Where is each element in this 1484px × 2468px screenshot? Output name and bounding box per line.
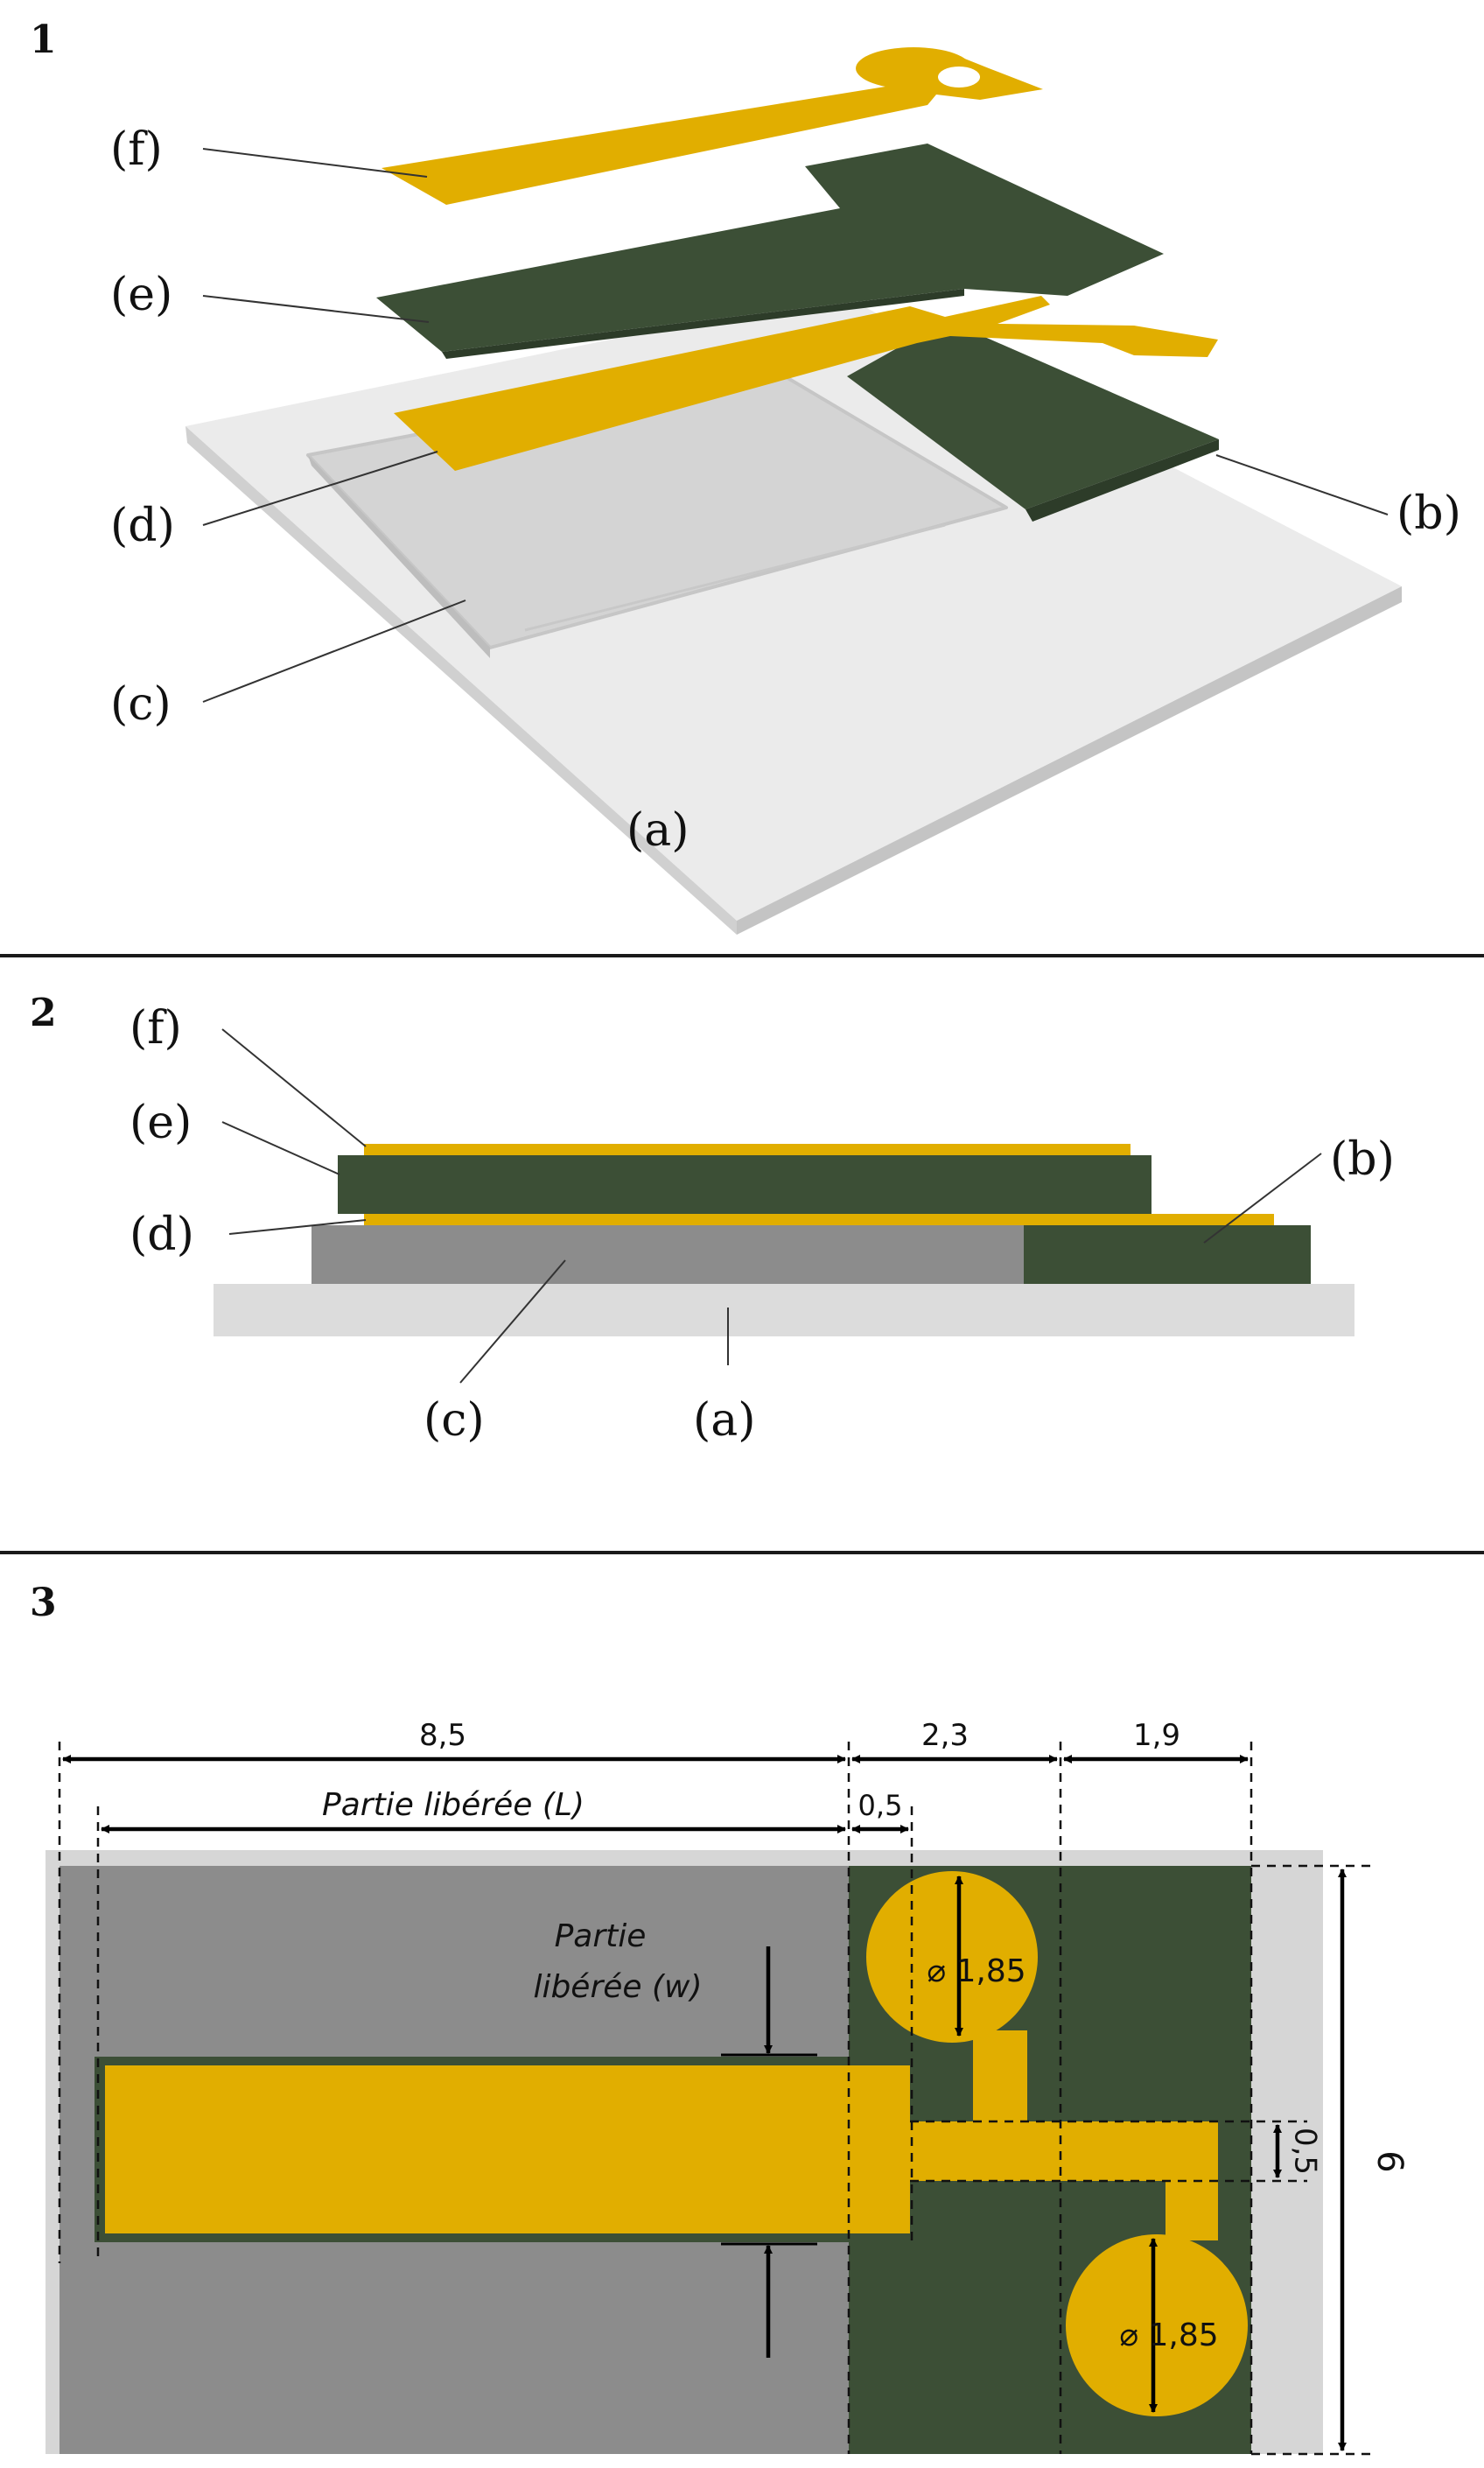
- electrode-f-section: [364, 1144, 1130, 1155]
- dim-mid-label: 2,3: [921, 1718, 969, 1753]
- electrode-f-3d: [382, 47, 1043, 205]
- electrode-d-3d: [394, 296, 1218, 471]
- construction-lines: [58, 1742, 1377, 2456]
- label-f-p1: (f): [110, 123, 163, 176]
- dim-small-label: 0,5: [858, 1789, 903, 1822]
- polymer-c-section: [312, 1225, 1024, 1284]
- panel-2: 2 (f) (e) (d) (b) (c) (a): [30, 991, 1395, 1447]
- dim-partie-L-label: Partie libérée (L): [322, 1787, 584, 1823]
- support-b-section: [1024, 1225, 1311, 1284]
- label-b-p1: (b): [1396, 487, 1461, 540]
- dimension-arrows: [62, 1755, 1347, 2451]
- dim-partie-w-line1: Partie: [555, 1918, 647, 1954]
- dielectric-e-3d: [376, 144, 1164, 359]
- label-c-p1: (c): [110, 678, 172, 731]
- dim-gap-label: 0,5: [1288, 2128, 1323, 2175]
- label-a-p2: (a): [693, 1394, 756, 1447]
- dielectric-e-section: [338, 1155, 1152, 1214]
- dim-partie-w-line2: libérée (w): [533, 1969, 702, 2005]
- beam-electrode: [105, 2065, 910, 2233]
- panel-1: 1: [30, 18, 1461, 935]
- panel-3-number: 3: [30, 1581, 57, 1625]
- label-f-p2: (f): [130, 1002, 182, 1055]
- dim-height-label: 6: [1369, 2150, 1410, 2172]
- label-e-p1: (e): [110, 269, 172, 321]
- label-d-p2: (d): [130, 1209, 194, 1261]
- dim-diam-bottom-label: ⌀ 1,85: [1119, 2317, 1218, 2353]
- panel-3: 3: [30, 1581, 1410, 2456]
- label-d-p1: (d): [110, 500, 175, 552]
- dim-total-label: 8,5: [419, 1718, 466, 1753]
- dim-right-label: 1,9: [1133, 1718, 1180, 1753]
- electrodes-top: [105, 1871, 1248, 2416]
- dim-diam-top-label: ⌀ 1,85: [927, 1953, 1026, 1989]
- panel-2-leaders: [221, 1028, 1322, 1384]
- label-c-p2: (c): [424, 1394, 485, 1447]
- electrode-f-stem: [973, 2030, 1027, 2121]
- panel-2-number: 2: [30, 991, 57, 1035]
- support-b-3d: [847, 320, 1219, 522]
- panel-1-leaders: [202, 148, 1389, 703]
- w-ticks: [721, 2053, 817, 2246]
- substrate-a-section: [214, 1284, 1354, 1336]
- electrode-d-section: [364, 1214, 1274, 1225]
- label-e-p2: (e): [130, 1097, 192, 1149]
- pad-top: [866, 1871, 1038, 2043]
- label-a-p1: (a): [626, 804, 690, 857]
- label-b-p2: (b): [1330, 1133, 1395, 1186]
- panel-1-number: 1: [30, 18, 57, 62]
